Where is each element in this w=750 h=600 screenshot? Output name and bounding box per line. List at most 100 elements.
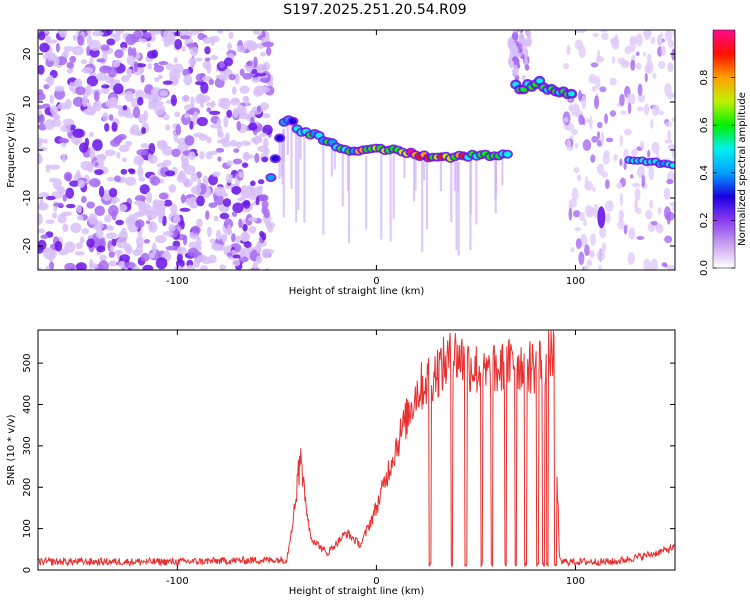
noise-streak xyxy=(365,156,368,230)
noise-blob xyxy=(507,38,514,49)
noise-blob xyxy=(56,186,66,195)
noise-blob xyxy=(210,55,219,61)
noise-blob xyxy=(198,133,209,141)
noise-blob xyxy=(190,185,202,195)
noise-blob xyxy=(181,45,186,52)
noise-blob xyxy=(101,84,110,89)
noise-blob xyxy=(581,95,587,110)
noise-blob xyxy=(243,154,255,159)
noise-blob xyxy=(135,89,145,101)
noise-blob xyxy=(180,193,186,204)
noise-blob xyxy=(599,225,607,239)
noise-blob xyxy=(132,129,142,136)
noise-blob xyxy=(623,128,632,136)
noise-blob xyxy=(188,151,196,161)
noise-blob xyxy=(110,97,118,107)
noise-blob xyxy=(107,177,115,182)
noise-blob xyxy=(213,194,224,206)
noise-blob xyxy=(236,45,247,53)
colorbar-tick-label: 0.6 xyxy=(699,117,710,133)
noise-blob xyxy=(151,242,157,255)
noise-blob xyxy=(631,148,638,158)
noise-blob xyxy=(52,114,61,121)
noise-blob xyxy=(116,237,127,249)
noise-blob xyxy=(566,139,572,151)
noise-blob xyxy=(235,235,241,244)
noise-blob xyxy=(210,123,221,129)
noise-blob xyxy=(125,216,136,226)
noise-blob xyxy=(526,30,532,39)
noise-blob xyxy=(236,104,244,115)
noise-blob xyxy=(196,218,203,228)
noise-blob xyxy=(66,61,74,69)
noise-blob xyxy=(69,55,77,63)
noise-blob xyxy=(140,126,147,135)
noise-blob xyxy=(239,85,250,94)
noise-blob xyxy=(223,116,229,128)
noise-blob xyxy=(521,53,525,60)
noise-blob xyxy=(77,34,84,46)
noise-blob xyxy=(222,198,232,207)
noise-blob xyxy=(88,131,94,138)
noise-blob xyxy=(242,199,251,209)
noise-blob xyxy=(206,226,212,238)
noise-blob xyxy=(173,57,178,64)
noise-streak xyxy=(392,154,395,219)
noise-blob xyxy=(524,30,528,31)
noise-blob xyxy=(242,223,248,232)
noise-blob xyxy=(583,265,589,270)
noise-streak xyxy=(412,159,416,202)
noise-blob xyxy=(191,225,201,234)
noise-blob xyxy=(143,239,151,244)
noise-blob xyxy=(589,250,595,259)
noise-blob xyxy=(596,250,606,261)
noise-streak xyxy=(439,162,442,192)
noise-blob xyxy=(266,223,274,233)
noise-blob xyxy=(231,86,237,95)
noise-blob xyxy=(153,211,165,216)
noise-blob xyxy=(200,102,205,108)
noise-blob xyxy=(190,96,195,108)
noise-blob xyxy=(672,205,675,212)
noise-blob xyxy=(190,172,198,182)
noise-blob xyxy=(226,160,233,167)
y-tick-label: -10 xyxy=(22,190,33,206)
noise-blob xyxy=(574,227,582,232)
noise-blob xyxy=(566,44,571,56)
colorbar-tick-label: 0.8 xyxy=(699,70,710,86)
noise-blob xyxy=(611,56,616,64)
noise-blob xyxy=(205,102,216,107)
noise-blob xyxy=(524,64,530,71)
noise-blob xyxy=(108,205,119,217)
noise-blob xyxy=(650,258,658,270)
y-tick-label: 20 xyxy=(22,48,33,61)
noise-blob xyxy=(204,46,211,55)
noise-blob xyxy=(146,220,151,225)
noise-blob xyxy=(239,68,245,77)
noise-blob xyxy=(257,186,263,196)
noise-blob xyxy=(228,31,234,40)
noise-blob xyxy=(189,30,200,35)
noise-blob xyxy=(255,72,267,77)
noise-blob xyxy=(172,240,181,248)
noise-blob xyxy=(257,179,265,185)
noise-blob xyxy=(184,135,195,146)
noise-blob xyxy=(596,163,605,175)
noise-blob xyxy=(512,56,518,61)
noise-blob xyxy=(114,175,121,183)
noise-blob xyxy=(570,246,575,253)
noise-blob xyxy=(89,178,101,188)
noise-blob xyxy=(109,245,115,252)
noise-blob xyxy=(619,158,623,166)
noise-blob xyxy=(634,199,639,213)
noise-blob xyxy=(627,252,635,265)
noise-blob xyxy=(39,42,50,53)
noise-blob xyxy=(635,33,643,47)
noise-blob xyxy=(206,107,212,113)
noise-blob xyxy=(267,81,274,87)
noise-blob xyxy=(605,212,611,224)
noise-blob xyxy=(38,31,46,41)
noise-blob xyxy=(664,30,673,42)
noise-blob xyxy=(38,152,42,164)
noise-blob xyxy=(193,111,198,118)
